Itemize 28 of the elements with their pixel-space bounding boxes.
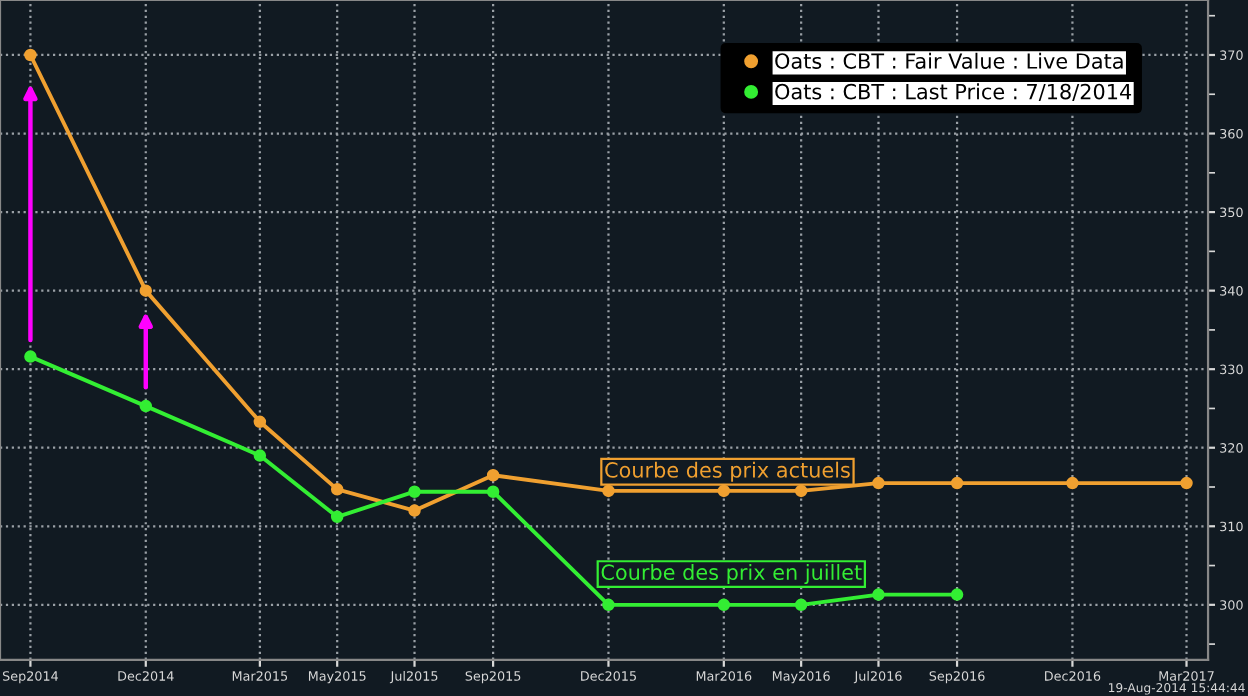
annotation: Courbe des prix actuels — [605, 461, 850, 482]
legend-label: Oats : CBT : Last Price : 7/18/2014 — [775, 83, 1132, 102]
point — [1180, 476, 1193, 490]
point — [408, 504, 421, 517]
point — [872, 476, 885, 490]
point — [717, 484, 731, 498]
point — [253, 415, 267, 429]
point — [330, 510, 344, 524]
point — [602, 484, 615, 498]
point — [794, 484, 808, 498]
point — [602, 598, 615, 612]
point — [950, 588, 964, 601]
point — [1066, 476, 1079, 490]
point — [717, 598, 731, 612]
annotation: Courbe des prix en juillet — [601, 563, 862, 585]
point — [950, 476, 964, 490]
point — [139, 399, 153, 413]
point — [139, 284, 153, 297]
legend-label: Oats : CBT : Fair Value : Live Data — [775, 52, 1123, 69]
point — [794, 598, 808, 612]
point — [486, 485, 500, 498]
point — [24, 350, 37, 363]
point — [253, 449, 267, 462]
point — [330, 483, 344, 496]
point — [408, 485, 421, 498]
point — [872, 588, 885, 601]
point — [486, 468, 500, 482]
point — [24, 48, 37, 62]
